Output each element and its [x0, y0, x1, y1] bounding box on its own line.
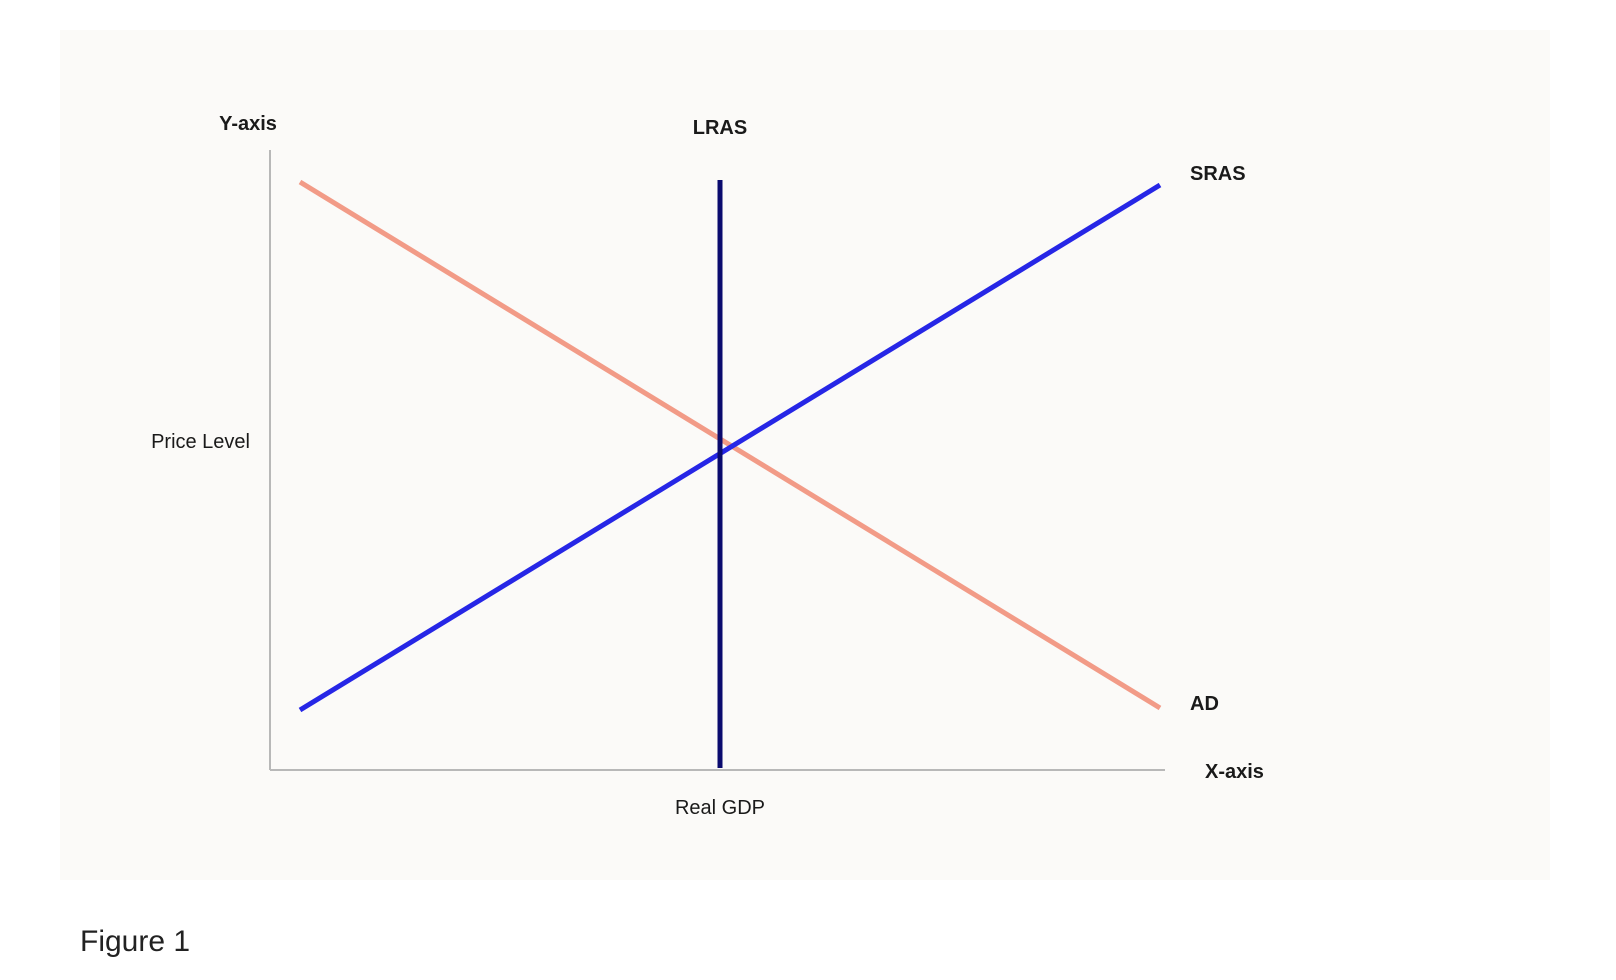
y-axis-title: Y-axis: [219, 113, 277, 135]
x-axis-title: X-axis: [1205, 761, 1264, 783]
chart-panel: Y-axis X-axis Price Level Real GDP LRAS SRAS A…: [60, 30, 1550, 880]
sras-label: SRAS: [1190, 163, 1246, 185]
x-axis-label: Real GDP: [675, 797, 765, 819]
adas-chart: Y-axis X-axis Price Level Real GDP LRAS SRAS A…: [60, 30, 1550, 880]
y-axis-label: Price Level: [151, 431, 250, 453]
lras-label: LRAS: [693, 117, 747, 139]
ad-label: AD: [1190, 693, 1219, 715]
page: Y-axis X-axis Price Level Real GDP LRAS SRAS A…: [0, 0, 1616, 980]
figure-caption: Figure 1: [80, 925, 190, 959]
